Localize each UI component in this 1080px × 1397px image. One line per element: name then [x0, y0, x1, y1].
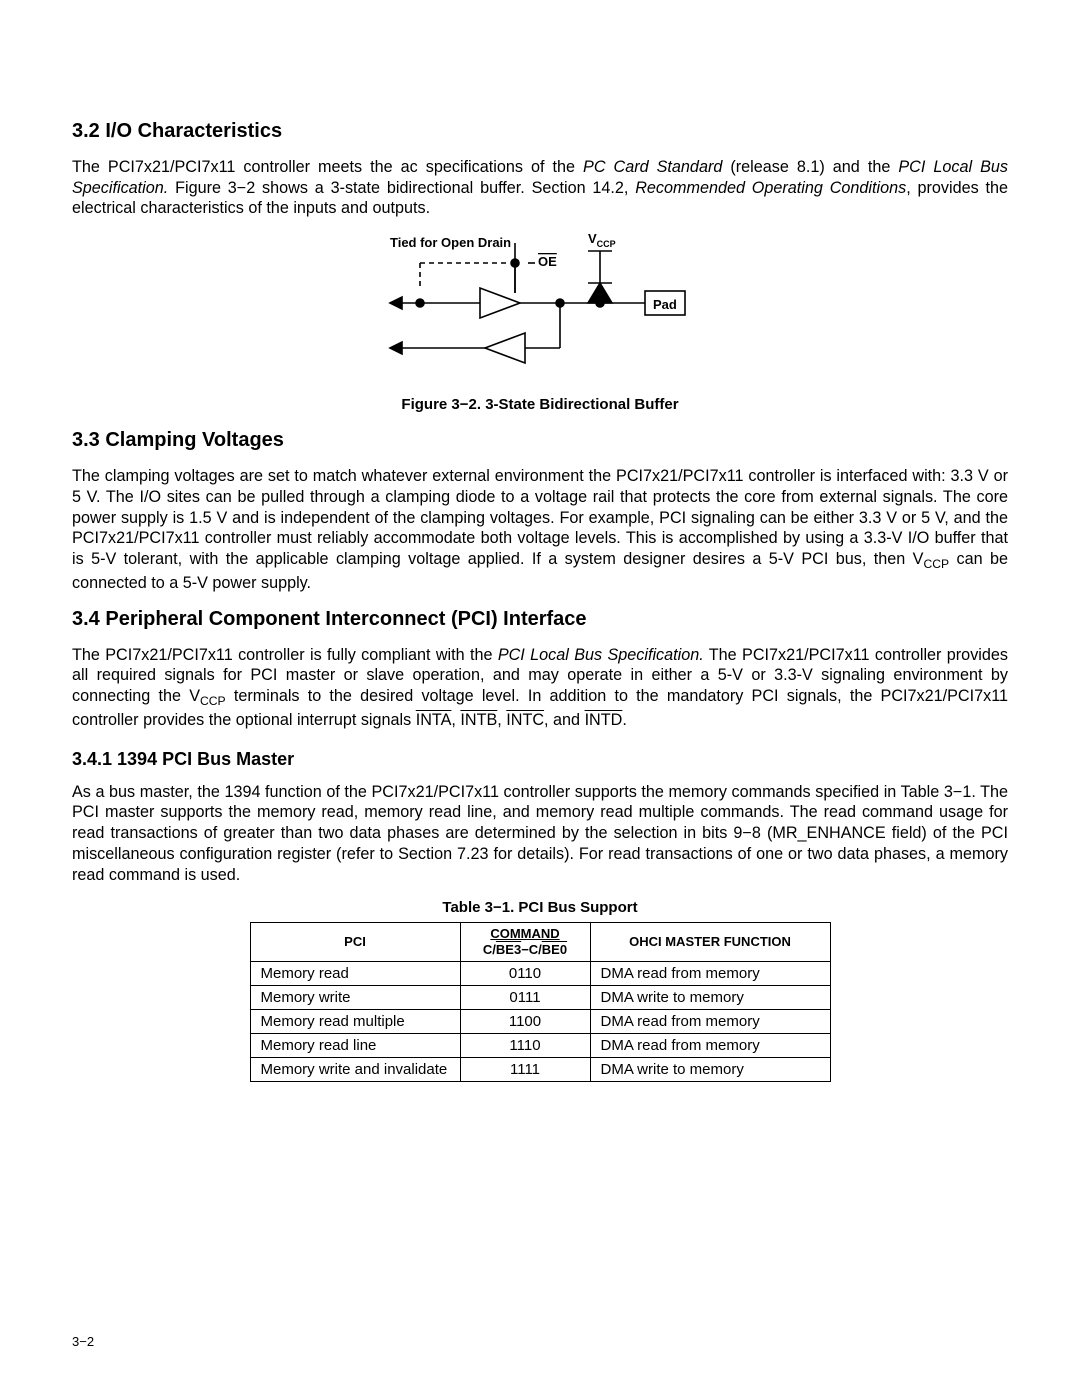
para-3-4-1: As a bus master, the 1394 function of th…: [72, 782, 1008, 886]
cell-pci: Memory read multiple: [250, 1009, 460, 1033]
page-number: 3−2: [72, 1334, 94, 1349]
table-header-row: PCI COMMAND C/BE3−C/BE0 OHCI MASTER FUNC…: [250, 923, 830, 961]
table-row: Memory write and invalidate1111DMA write…: [250, 1057, 830, 1081]
cell-ohci: DMA write to memory: [590, 1057, 830, 1081]
label-pad: Pad: [653, 297, 677, 312]
page-content: 3.2 I/O Characteristics The PCI7x21/PCI7…: [0, 0, 1080, 1122]
heading-3-2: 3.2 I/O Characteristics: [72, 120, 1008, 143]
col-command: COMMAND C/BE3−C/BE0: [460, 923, 590, 961]
label-open-drain: Tied for Open Drain: [390, 235, 511, 250]
table-row: Memory read multiple1100DMA read from me…: [250, 1009, 830, 1033]
cell-pci: Memory write and invalidate: [250, 1057, 460, 1081]
label-oe: OE: [538, 254, 557, 269]
para-3-2: The PCI7x21/PCI7x11 controller meets the…: [72, 157, 1008, 219]
cell-pci: Memory read: [250, 961, 460, 985]
para-3-3: The clamping voltages are set to match w…: [72, 466, 1008, 593]
col-pci: PCI: [250, 923, 460, 961]
cell-ohci: DMA write to memory: [590, 985, 830, 1009]
figure-caption: Figure 3−2. 3-State Bidirectional Buffer: [72, 396, 1008, 413]
cell-cmd: 1100: [460, 1009, 590, 1033]
heading-3-4: 3.4 Peripheral Component Interconnect (P…: [72, 608, 1008, 631]
col-ohci: OHCI MASTER FUNCTION: [590, 923, 830, 961]
table-caption: Table 3−1. PCI Bus Support: [72, 899, 1008, 916]
figure-3-2: OE: [72, 233, 1008, 388]
table-row: Memory read0110DMA read from memory: [250, 961, 830, 985]
heading-3-4-1: 3.4.1 1394 PCI Bus Master: [72, 749, 1008, 770]
label-vccp: VCCP: [588, 233, 616, 249]
cell-pci: Memory write: [250, 985, 460, 1009]
cell-cmd: 1110: [460, 1033, 590, 1057]
pci-bus-table: PCI COMMAND C/BE3−C/BE0 OHCI MASTER FUNC…: [250, 922, 831, 1081]
cell-ohci: DMA read from memory: [590, 961, 830, 985]
para-3-4: The PCI7x21/PCI7x11 controller is fully …: [72, 645, 1008, 731]
cell-cmd: 0111: [460, 985, 590, 1009]
cell-cmd: 0110: [460, 961, 590, 985]
heading-3-3: 3.3 Clamping Voltages: [72, 429, 1008, 452]
cell-cmd: 1111: [460, 1057, 590, 1081]
cell-ohci: DMA read from memory: [590, 1009, 830, 1033]
table-row: Memory read line1110DMA read from memory: [250, 1033, 830, 1057]
circuit-diagram: OE: [360, 233, 720, 383]
table-row: Memory write0111DMA write to memory: [250, 985, 830, 1009]
cell-ohci: DMA read from memory: [590, 1033, 830, 1057]
cell-pci: Memory read line: [250, 1033, 460, 1057]
